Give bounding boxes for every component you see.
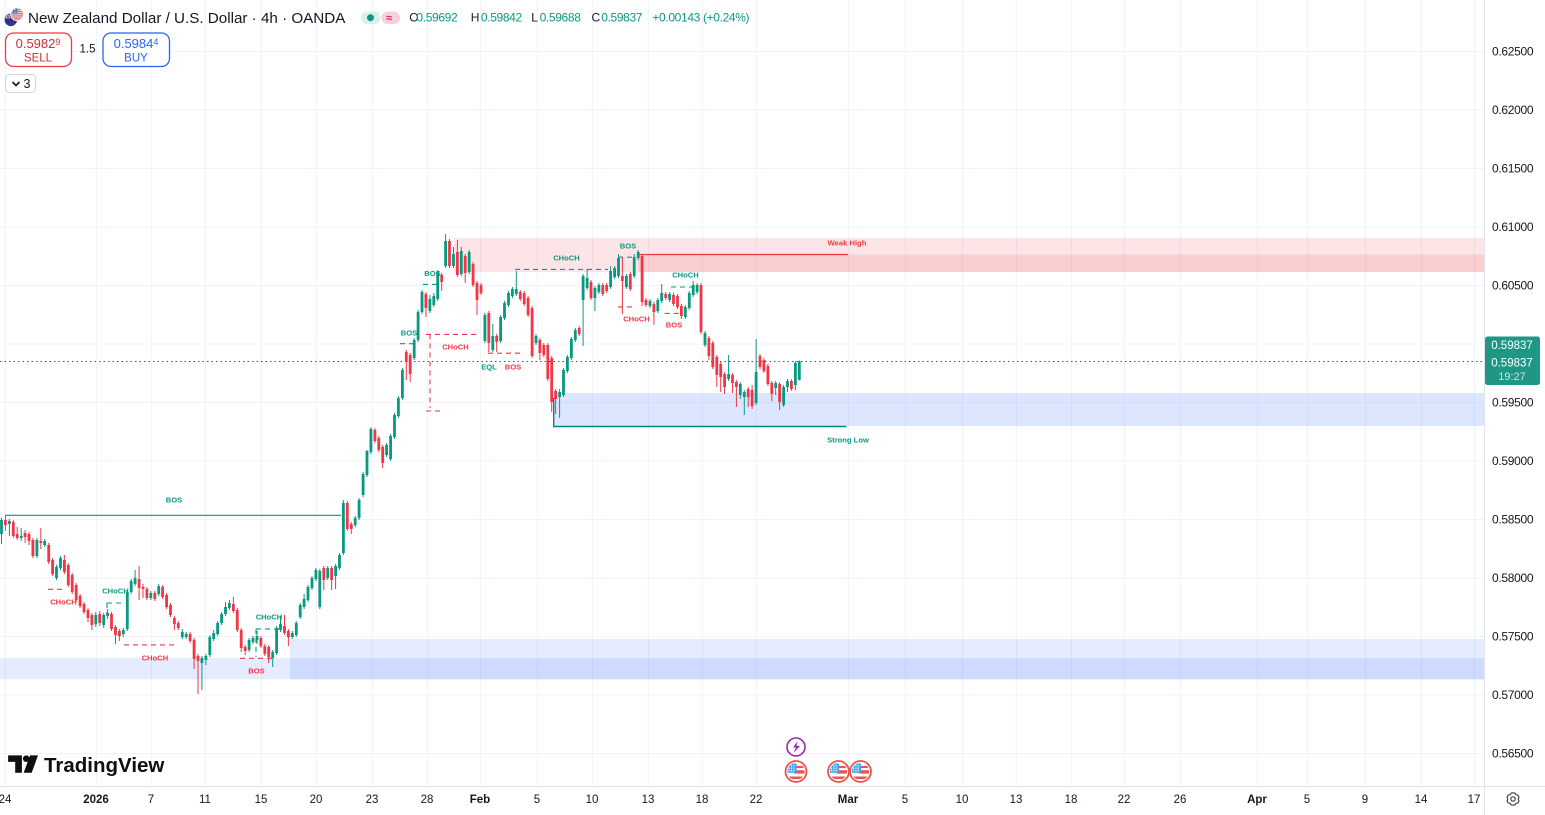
svg-text:22: 22 bbox=[750, 794, 763, 806]
svg-text:BOS: BOS bbox=[620, 242, 636, 251]
svg-text:BOS: BOS bbox=[505, 363, 521, 372]
svg-text:0.59692: 0.59692 bbox=[416, 11, 458, 25]
svg-text:0.62000: 0.62000 bbox=[1492, 103, 1534, 117]
svg-text:CHoCH: CHoCH bbox=[142, 654, 169, 663]
svg-text:23: 23 bbox=[366, 794, 379, 806]
svg-text:Feb: Feb bbox=[470, 794, 490, 806]
svg-text:BOS: BOS bbox=[424, 269, 440, 278]
svg-text:0.57000: 0.57000 bbox=[1492, 688, 1534, 702]
svg-text:24: 24 bbox=[0, 794, 12, 806]
svg-text:0.59837: 0.59837 bbox=[1491, 358, 1533, 370]
svg-text:14: 14 bbox=[1415, 794, 1428, 806]
svg-text:0.59688: 0.59688 bbox=[540, 11, 582, 25]
svg-text:1.5: 1.5 bbox=[80, 44, 96, 56]
svg-text:0.60500: 0.60500 bbox=[1492, 279, 1534, 293]
svg-text:CHoCH: CHoCH bbox=[256, 613, 283, 622]
svg-text:BOS: BOS bbox=[401, 329, 417, 338]
svg-text:BOS: BOS bbox=[666, 321, 682, 330]
svg-text:0.59837: 0.59837 bbox=[1491, 340, 1533, 352]
svg-text:28: 28 bbox=[421, 794, 434, 806]
svg-text:0.59829: 0.59829 bbox=[16, 36, 61, 51]
svg-text:3: 3 bbox=[24, 77, 31, 91]
svg-text:Weak High: Weak High bbox=[828, 239, 867, 248]
svg-text:18: 18 bbox=[1065, 794, 1078, 806]
svg-text:TradingView: TradingView bbox=[44, 754, 164, 777]
svg-text:0.59837: 0.59837 bbox=[601, 11, 643, 25]
svg-text:9: 9 bbox=[1362, 794, 1368, 806]
svg-text:13: 13 bbox=[642, 794, 655, 806]
svg-text:17: 17 bbox=[1468, 794, 1481, 806]
svg-text:10: 10 bbox=[586, 794, 599, 806]
svg-text:CHoCH: CHoCH bbox=[623, 315, 650, 324]
svg-text:0.56500: 0.56500 bbox=[1492, 747, 1534, 761]
svg-text:0.61000: 0.61000 bbox=[1492, 220, 1534, 234]
svg-text:10: 10 bbox=[956, 794, 969, 806]
svg-text:0.59000: 0.59000 bbox=[1492, 454, 1534, 468]
svg-text:13: 13 bbox=[1010, 794, 1023, 806]
svg-text:0.58000: 0.58000 bbox=[1492, 571, 1534, 585]
svg-text:20: 20 bbox=[310, 794, 323, 806]
svg-text:7: 7 bbox=[148, 794, 154, 806]
svg-text:+0.00143 (+0.24%): +0.00143 (+0.24%) bbox=[652, 11, 749, 25]
svg-text:BOS: BOS bbox=[166, 496, 182, 505]
svg-text:Apr: Apr bbox=[1247, 794, 1267, 806]
svg-text:Mar: Mar bbox=[838, 794, 859, 806]
svg-text:BUY: BUY bbox=[124, 53, 148, 65]
svg-text:22: 22 bbox=[1118, 794, 1131, 806]
svg-text:11: 11 bbox=[199, 794, 211, 806]
svg-text:19:27: 19:27 bbox=[1498, 371, 1526, 383]
svg-text:0.57500: 0.57500 bbox=[1492, 630, 1534, 644]
svg-text:EQL: EQL bbox=[481, 363, 497, 372]
svg-text:0.59844: 0.59844 bbox=[114, 36, 159, 51]
svg-text:15: 15 bbox=[255, 794, 268, 806]
svg-text:5: 5 bbox=[902, 794, 908, 806]
svg-text:Strong Low: Strong Low bbox=[827, 436, 869, 445]
svg-text:5: 5 bbox=[1304, 794, 1310, 806]
svg-text:O: O bbox=[409, 11, 418, 25]
svg-text:SELL: SELL bbox=[24, 53, 53, 65]
svg-text:0.58500: 0.58500 bbox=[1492, 513, 1534, 527]
svg-text:CHoCH: CHoCH bbox=[102, 587, 129, 596]
svg-text:0.62500: 0.62500 bbox=[1492, 45, 1534, 59]
svg-text:0.59842: 0.59842 bbox=[481, 11, 523, 25]
svg-text:18: 18 bbox=[696, 794, 709, 806]
svg-text:≈: ≈ bbox=[386, 13, 392, 25]
svg-text:CHoCH: CHoCH bbox=[442, 343, 469, 352]
svg-text:C: C bbox=[592, 11, 601, 25]
svg-text:H: H bbox=[471, 11, 480, 25]
svg-text:CHoCH: CHoCH bbox=[553, 254, 580, 263]
svg-text:26: 26 bbox=[1174, 794, 1187, 806]
svg-text:0.61500: 0.61500 bbox=[1492, 162, 1534, 176]
svg-text:BOS: BOS bbox=[248, 667, 264, 676]
svg-text:2026: 2026 bbox=[83, 794, 109, 806]
svg-text:CHoCH: CHoCH bbox=[50, 598, 77, 607]
svg-text:New Zealand Dollar / U.S. Doll: New Zealand Dollar / U.S. Dollar · 4h · … bbox=[28, 10, 346, 27]
svg-text:0.59500: 0.59500 bbox=[1492, 396, 1534, 410]
svg-text:L: L bbox=[531, 11, 538, 25]
svg-text:CHoCH: CHoCH bbox=[672, 271, 699, 280]
svg-text:5: 5 bbox=[534, 794, 540, 806]
